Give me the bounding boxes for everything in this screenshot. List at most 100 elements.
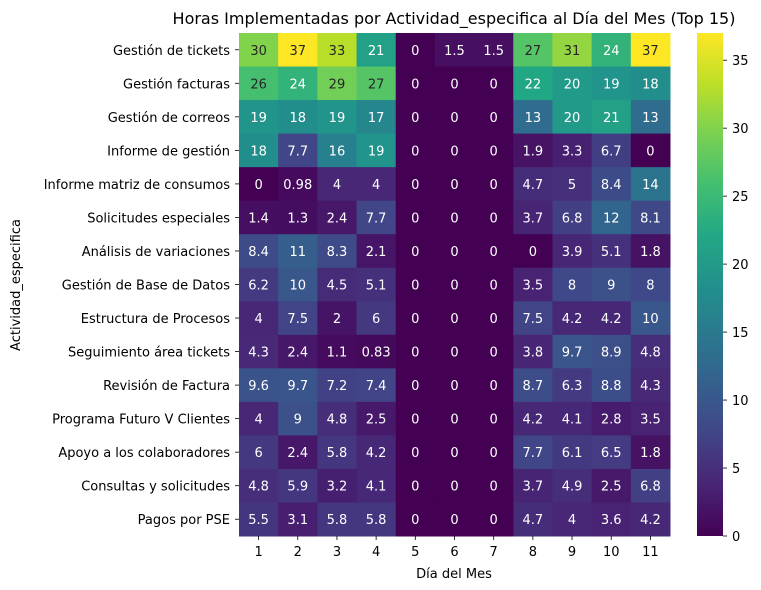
cell-value-label: 2.1: [366, 245, 387, 260]
heatmap-cell: [513, 33, 553, 68]
cell-value-label: 3.5: [523, 279, 544, 294]
heatmap-cell: [434, 368, 475, 403]
y-tick-label: Pagos por PSE: [138, 513, 230, 528]
heatmap-cell: [395, 502, 436, 537]
heatmap-cell: [552, 435, 593, 470]
heatmap-cell: [513, 301, 553, 336]
cell-value-label: 3.1: [287, 513, 308, 528]
y-axis-label: Actividad_especifica: [9, 219, 24, 351]
heatmap-cell: [552, 200, 593, 235]
heatmap-cell: [395, 368, 436, 403]
heatmap-cell: [630, 100, 671, 135]
x-tick-label: 7: [490, 545, 498, 560]
cell-value-label: 0: [411, 44, 419, 59]
cell-value-label: 4.9: [562, 480, 583, 495]
cell-value-label: 5.1: [601, 245, 622, 260]
colorbar-tick-label: 0: [732, 530, 740, 545]
x-tick-label: 6: [450, 545, 458, 560]
heatmap-cell: [239, 234, 279, 269]
heatmap-cell: [552, 100, 593, 135]
heatmap-cell: [317, 334, 358, 369]
heatmap-cell: [474, 267, 514, 302]
cell-value-label: 4.8: [640, 346, 661, 361]
cell-value-label: 0: [411, 178, 419, 193]
x-axis-ticks: 1 2 3 4 5 6 7 8 9 10 11: [254, 536, 659, 560]
y-tick-label: Seguimiento área tickets: [68, 346, 230, 361]
heatmap-cell: [278, 167, 318, 202]
colorbar: 0 5 10 15 20 25 30 35: [697, 33, 749, 545]
cell-value-label: 0: [490, 144, 498, 159]
cell-value-label: 0: [411, 211, 419, 226]
heatmap-cell: [552, 267, 593, 302]
cell-value-label: 8.4: [601, 178, 622, 193]
heatmap-cell: [278, 33, 318, 68]
cell-value-label: 18: [642, 77, 659, 92]
heatmap-cell: [513, 133, 553, 168]
heatmap-cell: [474, 234, 514, 269]
heatmap-cell: [630, 368, 671, 403]
heatmap-cell: [434, 100, 475, 135]
cell-value-label: 0: [411, 279, 419, 294]
cell-value-label: 1.9: [523, 144, 544, 159]
heatmap-cell: [395, 334, 436, 369]
cell-value-label: 0: [411, 513, 419, 528]
cell-value-label: 9.7: [287, 379, 308, 394]
heatmap-cell: [474, 33, 514, 68]
cell-value-label: 5.5: [248, 513, 269, 528]
heatmap-cell: [474, 200, 514, 235]
cell-value-label: 0: [411, 245, 419, 260]
cell-value-label: 0: [450, 480, 458, 495]
heatmap-cell: [434, 435, 475, 470]
heatmap-cell: [395, 33, 436, 68]
colorbar-tick-label: 10: [732, 394, 749, 409]
heatmap-cell: [278, 234, 318, 269]
heatmap-cell: [278, 267, 318, 302]
heatmap-cell: [278, 133, 318, 168]
colorbar-gradient: [697, 33, 723, 536]
x-tick-label: 9: [568, 545, 576, 560]
cell-value-label: 0: [450, 446, 458, 461]
cell-value-label: 0: [450, 245, 458, 260]
heatmap-cell: [395, 435, 436, 470]
heatmap-cell: [552, 66, 593, 101]
cell-value-label: 0: [490, 245, 498, 260]
y-tick-label: Programa Futuro V Clientes: [52, 413, 230, 428]
y-tick-label: Gestión de correos: [108, 111, 230, 126]
cell-value-label: 0.98: [283, 178, 312, 193]
heatmap-cell: [630, 33, 671, 68]
cell-value-label: 8.3: [327, 245, 348, 260]
cell-value-label: 0: [450, 413, 458, 428]
heatmap-cell: [356, 66, 397, 101]
heatmap-cell: [552, 334, 593, 369]
heatmap-cell: [591, 502, 632, 537]
heatmap-cell: [317, 133, 358, 168]
heatmap-cells: [239, 33, 671, 537]
cell-value-label: 8: [568, 279, 576, 294]
x-tick-label: 11: [642, 545, 659, 560]
cell-value-label: 7.4: [366, 379, 387, 394]
cell-value-label: 5.8: [366, 513, 387, 528]
heatmap-cell: [434, 200, 475, 235]
heatmap-cell: [317, 267, 358, 302]
heatmap-cell: [278, 435, 318, 470]
cell-value-label: 2: [333, 312, 341, 327]
heatmap-cell: [278, 200, 318, 235]
cell-value-label: 0: [411, 111, 419, 126]
heatmap-cell: [356, 267, 397, 302]
cell-value-label: 5.1: [366, 279, 387, 294]
heatmap-cell: [239, 368, 279, 403]
x-tick-label: 3: [333, 545, 341, 560]
cell-value-label: 8: [646, 279, 654, 294]
cell-value-label: 4.7: [523, 513, 544, 528]
heatmap-cell: [356, 234, 397, 269]
heatmap-cell: [552, 468, 593, 503]
x-tick-label: 5: [411, 545, 419, 560]
heatmap-cell: [434, 468, 475, 503]
cell-value-label: 6.7: [601, 144, 622, 159]
heatmap-cell: [356, 301, 397, 336]
cell-value-label: 7.7: [366, 211, 387, 226]
cell-value-label: 4.3: [640, 379, 661, 394]
heatmap-cell: [395, 100, 436, 135]
heatmap-cell: [239, 468, 279, 503]
